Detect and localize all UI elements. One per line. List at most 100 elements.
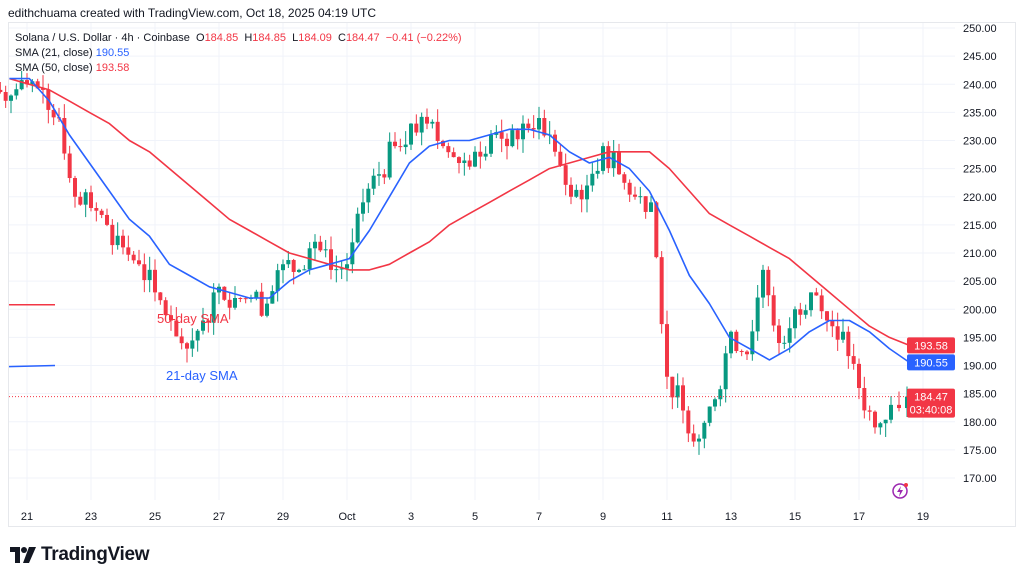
y-tick-label: 205.00 bbox=[963, 276, 997, 288]
candle bbox=[201, 307, 205, 335]
candle bbox=[73, 175, 77, 208]
candle-body bbox=[265, 303, 269, 316]
candle-body bbox=[579, 189, 584, 200]
candle-body bbox=[163, 300, 168, 316]
x-tick-label: 15 bbox=[789, 511, 801, 523]
candle bbox=[835, 312, 840, 351]
candle bbox=[510, 124, 515, 148]
candle-body bbox=[670, 376, 675, 398]
candle-body bbox=[238, 298, 243, 299]
candle bbox=[345, 253, 349, 282]
sma21-price-tag-text: 190.55 bbox=[914, 357, 948, 369]
candle bbox=[137, 249, 141, 267]
candle bbox=[158, 292, 163, 305]
candle-body bbox=[414, 123, 419, 133]
candle bbox=[723, 345, 728, 403]
candle-body bbox=[750, 331, 755, 355]
candle bbox=[382, 169, 387, 185]
candle-body bbox=[718, 389, 723, 400]
candle bbox=[446, 142, 451, 158]
candle bbox=[233, 286, 237, 310]
sma50-legend[interactable]: SMA (50, close) 193.58 bbox=[15, 61, 462, 76]
candle bbox=[425, 108, 429, 130]
candle bbox=[478, 141, 483, 169]
x-tick-label: 11 bbox=[661, 511, 672, 523]
candle-body bbox=[649, 202, 653, 212]
candle-body bbox=[862, 388, 867, 411]
x-tick-label: 29 bbox=[277, 511, 289, 523]
candle bbox=[169, 305, 173, 331]
candle bbox=[643, 196, 648, 219]
x-tick-label: 5 bbox=[472, 511, 478, 523]
candle-body bbox=[41, 88, 45, 90]
sma21-sample-line bbox=[8, 364, 56, 368]
last-price-tag-bg bbox=[907, 388, 955, 418]
candle-body bbox=[361, 202, 365, 214]
candle-body bbox=[105, 214, 109, 225]
candle-body bbox=[478, 151, 483, 157]
candle-body bbox=[419, 116, 424, 133]
candle-body bbox=[467, 160, 472, 167]
lightning-icon[interactable] bbox=[892, 483, 908, 499]
candle-body bbox=[387, 141, 392, 178]
candle bbox=[377, 161, 381, 186]
candle bbox=[681, 377, 685, 424]
y-tick-label: 215.00 bbox=[963, 220, 997, 232]
candle-body bbox=[825, 311, 829, 321]
symbol-info[interactable]: Solana / U.S. Dollar · 4h · Coinbase bbox=[15, 32, 190, 44]
y-tick-label: 220.00 bbox=[963, 192, 997, 204]
candle-body bbox=[281, 264, 285, 271]
candle bbox=[686, 406, 691, 443]
change-value: −0.41 (−0.22%) bbox=[385, 32, 462, 44]
y-tick-label: 200.00 bbox=[963, 304, 997, 316]
sma21-price-tag-bg bbox=[907, 354, 955, 371]
candle-body bbox=[121, 235, 125, 248]
candle bbox=[430, 119, 435, 129]
candle-body bbox=[595, 170, 600, 174]
candle bbox=[531, 115, 536, 139]
candle bbox=[473, 146, 477, 168]
candle-body bbox=[745, 351, 749, 355]
y-tick-label: 225.00 bbox=[963, 164, 997, 176]
candle-body bbox=[729, 331, 733, 354]
candle bbox=[457, 156, 461, 174]
candle-body bbox=[782, 342, 787, 344]
candle bbox=[697, 434, 701, 455]
candle bbox=[206, 318, 211, 333]
candle bbox=[574, 184, 579, 198]
sma21-legend[interactable]: SMA (21, close) 190.55 bbox=[15, 46, 462, 61]
y-tick-label: 170.00 bbox=[963, 473, 997, 485]
candle-body bbox=[526, 123, 531, 129]
candle bbox=[702, 420, 707, 449]
x-tick-label: 17 bbox=[853, 511, 865, 523]
x-tick-label: 7 bbox=[536, 511, 542, 523]
low-label: L bbox=[292, 32, 299, 44]
candle bbox=[809, 292, 813, 317]
candle bbox=[19, 70, 24, 91]
candle bbox=[323, 239, 328, 258]
candle-body bbox=[131, 254, 136, 261]
candle-body bbox=[110, 224, 115, 246]
candle-body bbox=[318, 241, 323, 251]
candle-body bbox=[531, 128, 536, 130]
candle-body bbox=[707, 406, 712, 423]
candle-body bbox=[483, 153, 488, 157]
candle bbox=[83, 188, 88, 218]
candle-body bbox=[713, 399, 717, 407]
candle bbox=[595, 158, 600, 179]
candle bbox=[793, 306, 797, 339]
candle bbox=[761, 264, 765, 308]
candle bbox=[387, 132, 392, 180]
y-tick-label: 185.00 bbox=[963, 389, 997, 401]
candle-body bbox=[675, 385, 680, 398]
candle bbox=[675, 373, 680, 408]
candle-body bbox=[147, 269, 152, 281]
candle-body bbox=[329, 249, 333, 270]
candle-body bbox=[185, 343, 189, 349]
candle bbox=[745, 350, 749, 361]
candle-body bbox=[51, 109, 56, 118]
candle bbox=[526, 118, 531, 133]
candle bbox=[142, 253, 147, 293]
x-tick-label: 21 bbox=[21, 511, 33, 523]
